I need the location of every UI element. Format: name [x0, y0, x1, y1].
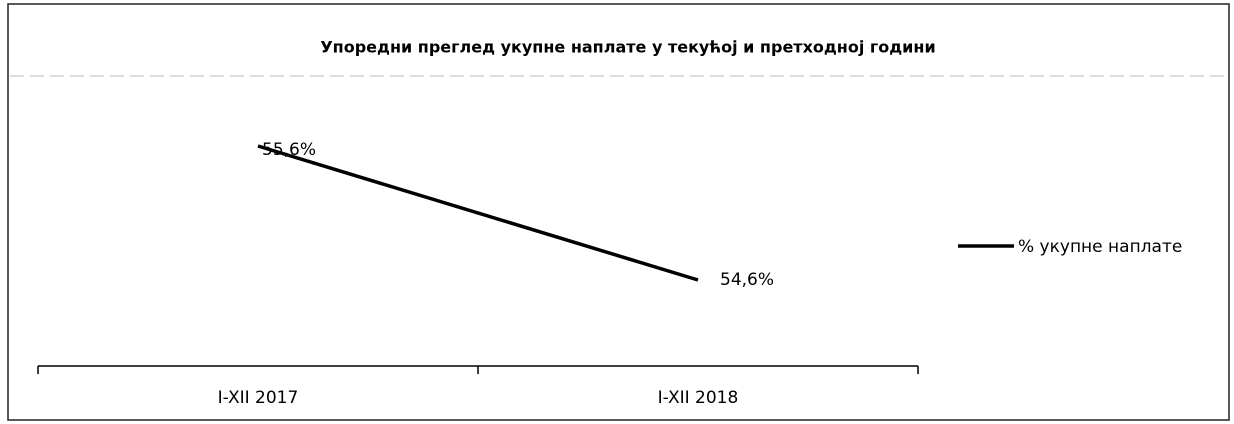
x-tick-label: I-XII 2018 [658, 388, 739, 408]
x-axis [37, 365, 919, 374]
x-tick-label: I-XII 2017 [218, 388, 299, 408]
chart-title: Упоредни преглед укупне наплате у текућо… [320, 38, 935, 57]
legend-label: % укупне наплате [1018, 237, 1182, 257]
data-label: 54,6% [720, 270, 774, 290]
line-series [257, 144, 699, 282]
chart-border [7, 3, 1230, 421]
data-label: 55,6% [262, 140, 316, 160]
